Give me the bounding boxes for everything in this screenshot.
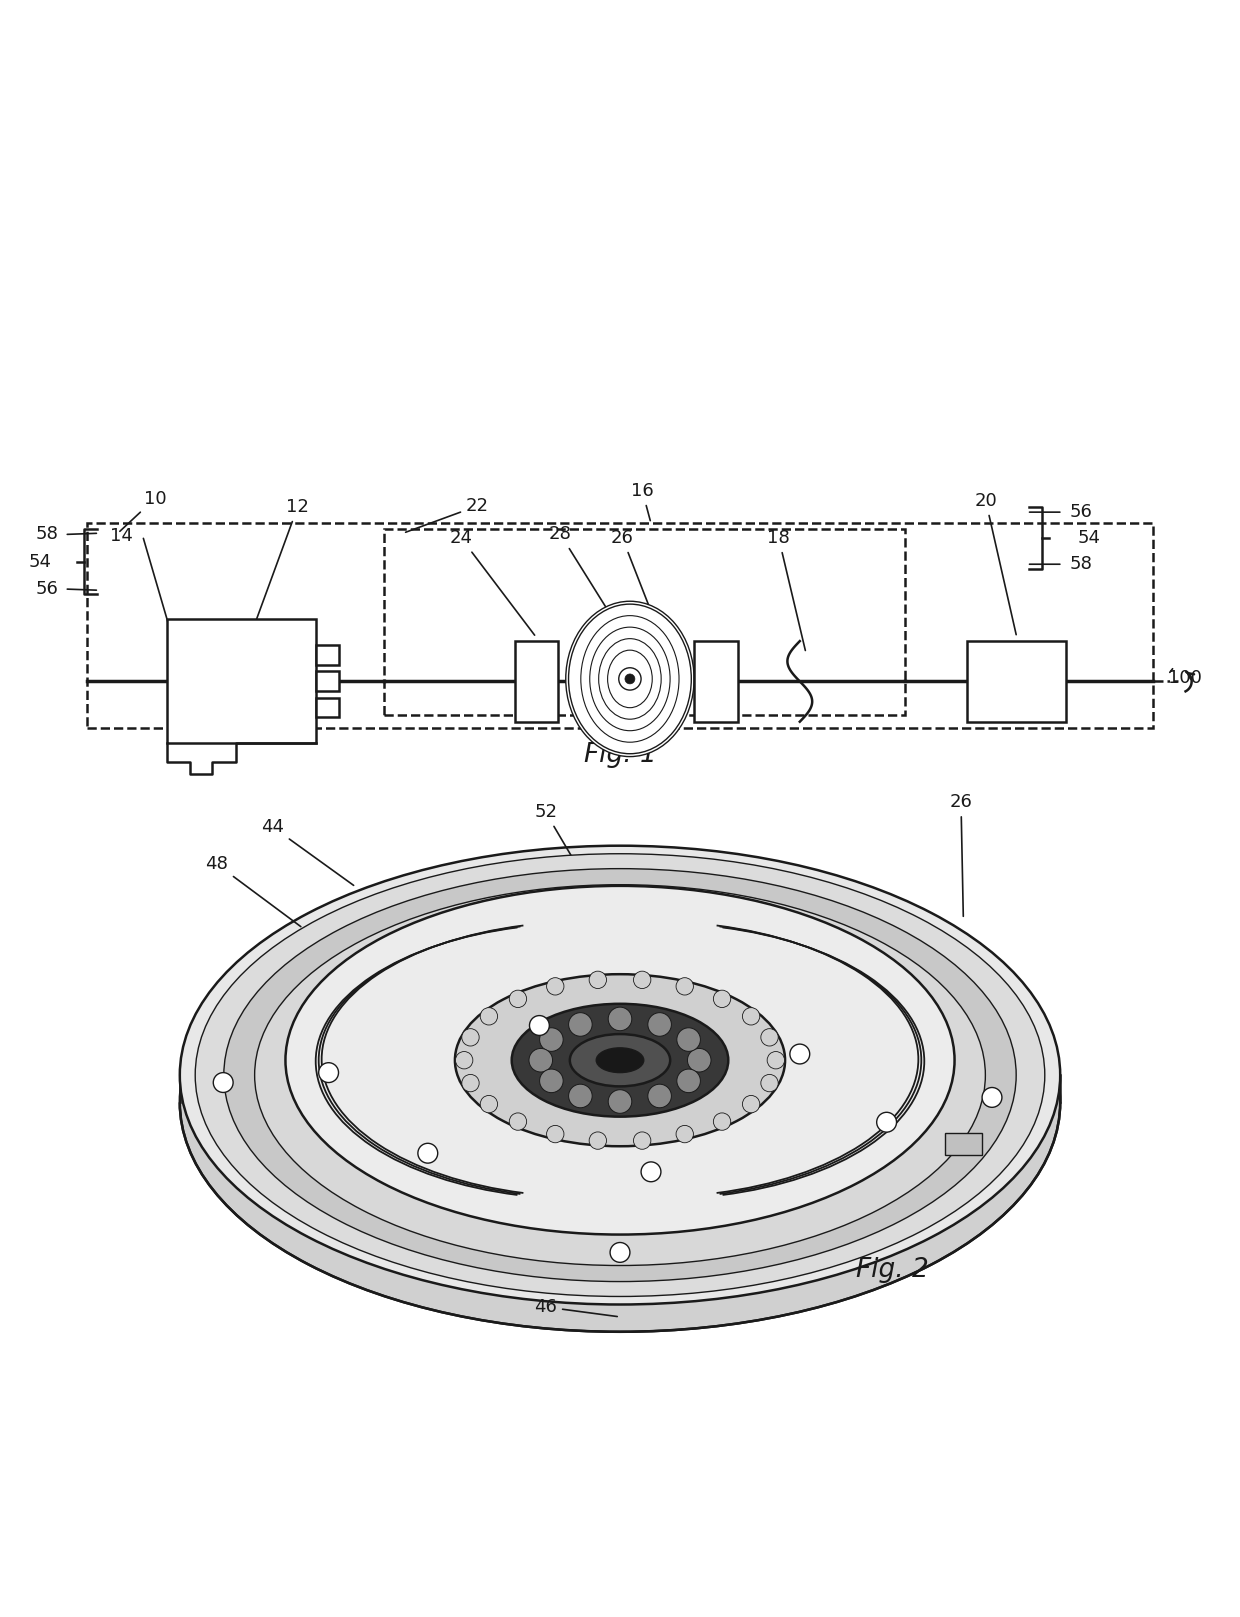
Ellipse shape [254,884,986,1266]
Circle shape [761,1028,779,1046]
Text: 58: 58 [1070,555,1092,572]
Circle shape [625,674,635,684]
Circle shape [319,1062,339,1082]
Text: 56: 56 [36,581,58,598]
Circle shape [634,972,651,988]
Ellipse shape [565,602,694,757]
Circle shape [790,1045,810,1064]
Circle shape [641,1163,661,1182]
Circle shape [676,978,693,994]
Ellipse shape [223,868,1017,1282]
Circle shape [547,1125,564,1143]
Text: 10: 10 [120,490,166,532]
Circle shape [461,1028,479,1046]
Circle shape [547,978,564,994]
Text: 26: 26 [611,529,662,640]
Text: 22: 22 [405,496,489,532]
Circle shape [619,668,641,690]
Circle shape [589,972,606,988]
Circle shape [455,1051,472,1069]
Circle shape [480,1007,497,1025]
Bar [167,619,316,744]
Text: 16: 16 [631,482,653,521]
Bar [515,640,558,721]
Bar [316,645,339,665]
Circle shape [510,990,527,1007]
Circle shape [677,1028,701,1051]
Circle shape [647,1012,671,1036]
Circle shape [418,1143,438,1163]
Ellipse shape [596,1048,644,1072]
Circle shape [589,1132,606,1150]
Circle shape [768,1051,785,1069]
Circle shape [609,1090,631,1112]
Text: 18: 18 [768,529,805,650]
Bar [384,529,905,715]
Circle shape [713,990,730,1007]
Text: 12: 12 [255,498,309,623]
Circle shape [743,1095,760,1112]
Text: Fig. 2: Fig. 2 [857,1256,929,1282]
Circle shape [677,1069,701,1093]
Circle shape [529,1015,549,1035]
Circle shape [569,1012,593,1036]
Bar [316,697,339,718]
Text: 44: 44 [262,818,353,886]
Text: 26: 26 [950,794,972,917]
Text: 42: 42 [913,960,951,1135]
Text: 56: 56 [1070,503,1092,521]
Circle shape [687,1048,711,1072]
Circle shape [877,1112,897,1132]
Circle shape [676,1125,693,1143]
Ellipse shape [570,1033,670,1087]
Text: 54: 54 [1078,529,1100,547]
Circle shape [634,1132,651,1150]
Circle shape [529,1048,553,1072]
Bar [87,524,1153,728]
Text: 48: 48 [206,855,301,927]
Text: 52: 52 [534,804,588,883]
Bar [316,671,339,692]
Circle shape [539,1028,563,1051]
Circle shape [982,1088,1002,1108]
Circle shape [461,1074,479,1091]
Circle shape [743,1007,760,1025]
Circle shape [510,1112,527,1130]
Text: 100: 100 [1168,669,1202,687]
Ellipse shape [180,846,1060,1305]
Text: 50: 50 [218,1095,353,1234]
Ellipse shape [285,886,955,1234]
Bar [967,640,1066,721]
Circle shape [539,1069,563,1093]
Circle shape [480,1095,497,1112]
Text: 46: 46 [534,1298,618,1316]
Bar [694,640,738,721]
Circle shape [761,1074,779,1091]
Circle shape [609,1007,631,1030]
Circle shape [610,1242,630,1263]
Circle shape [647,1085,671,1108]
Text: Fig. 1: Fig. 1 [584,742,656,768]
Text: 20: 20 [975,492,1017,634]
Text: 54: 54 [29,553,51,571]
Text: 24: 24 [450,529,534,635]
Circle shape [213,1072,233,1093]
Bar [945,1134,982,1155]
Ellipse shape [180,873,1060,1332]
Ellipse shape [512,1004,728,1117]
Text: 14: 14 [110,527,133,545]
Circle shape [569,1085,593,1108]
Ellipse shape [455,973,785,1146]
Text: 58: 58 [36,526,58,543]
Circle shape [713,1112,730,1130]
Text: 28: 28 [549,526,622,634]
Ellipse shape [195,854,1045,1297]
